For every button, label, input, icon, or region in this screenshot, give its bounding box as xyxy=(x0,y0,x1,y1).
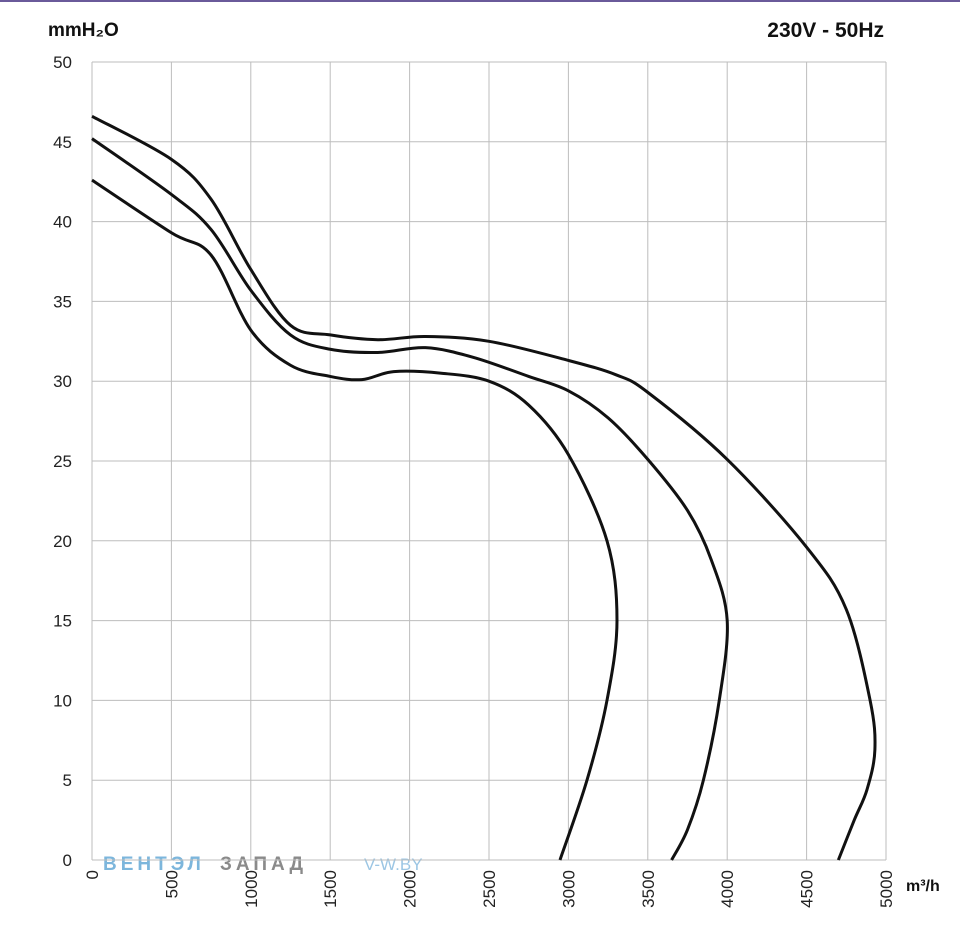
x-tick-label: 2000 xyxy=(401,870,420,908)
watermark: ВЕНТЭЛ xyxy=(103,854,205,875)
y-tick-label: 30 xyxy=(53,372,72,391)
x-tick-label: 3500 xyxy=(639,870,658,908)
y-tick-label: 0 xyxy=(63,851,72,870)
y-tick-label: 20 xyxy=(53,532,72,551)
watermark: ЗАПАД xyxy=(220,854,307,875)
y-axis-label: mmH₂O xyxy=(48,20,119,41)
y-tick-label: 40 xyxy=(53,213,72,232)
y-tick-label: 15 xyxy=(53,612,72,631)
x-tick-label: 1000 xyxy=(242,870,261,908)
x-tick-label: 3000 xyxy=(559,870,578,908)
y-tick-label: 10 xyxy=(53,691,72,710)
curve xyxy=(91,137,729,861)
y-tick-label: 25 xyxy=(53,452,72,471)
y-tick-label: 5 xyxy=(63,771,72,790)
x-tick-label: 0 xyxy=(83,870,102,879)
x-tick-label: 1500 xyxy=(321,870,340,908)
x-tick-label: 500 xyxy=(162,870,181,898)
chart-title: 230V - 50Hz xyxy=(767,19,884,42)
x-tick-label: 4000 xyxy=(718,870,737,908)
x-tick-label: 4500 xyxy=(798,870,817,908)
curve xyxy=(91,114,877,861)
y-tick-label: 35 xyxy=(53,292,72,311)
x-axis-label: m³/h xyxy=(906,878,940,895)
y-tick-label: 45 xyxy=(53,133,72,152)
y-tick-label: 50 xyxy=(53,53,72,72)
x-tick-label: 2500 xyxy=(480,870,499,908)
x-tick-label: 5000 xyxy=(877,870,896,908)
curve xyxy=(91,178,619,861)
